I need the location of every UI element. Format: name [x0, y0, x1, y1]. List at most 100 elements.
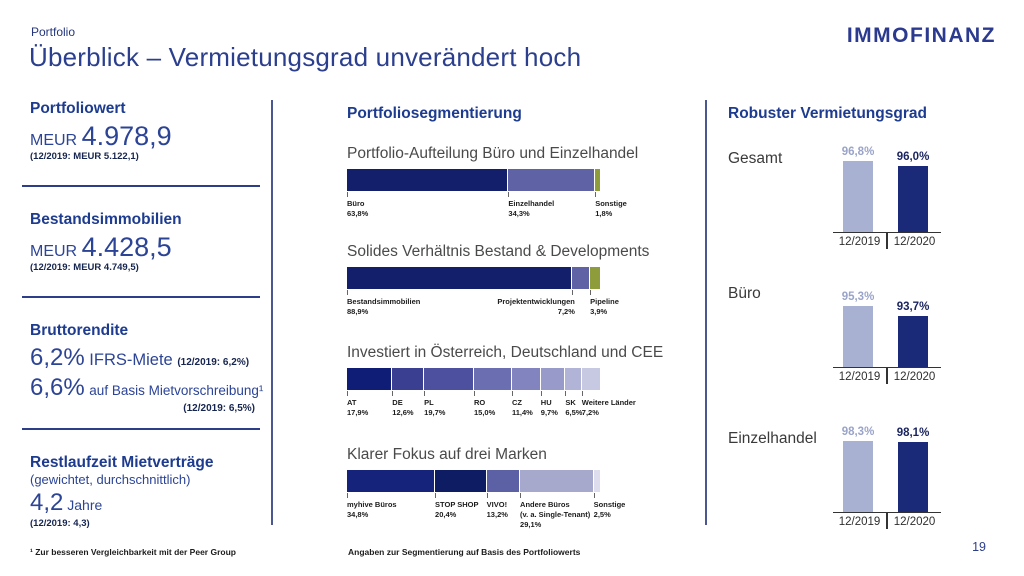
value-label: 95,3%: [841, 291, 875, 303]
occupancy-bar-12-2019: [843, 441, 873, 512]
page-title: Überblick – Vermietungsgrad unverändert …: [29, 42, 582, 72]
segment-label: AT 17,9%: [347, 398, 369, 417]
kpi-restlaufzeit: Restlaufzeit Mietverträge (gewichtet, du…: [30, 454, 266, 530]
occupancy-group-gesamt: Gesamt 96,8% 96,0% 12/2019 12/2020: [706, 140, 1024, 275]
value-label: 93,7%: [896, 301, 930, 313]
tick-mark: [486, 493, 488, 498]
tick-mark: [347, 493, 348, 498]
tick-mark: [595, 192, 597, 197]
stacked-bar: [347, 368, 600, 390]
kpi-prior-value: (12/2019: 6,5%): [183, 403, 255, 414]
segment-label: Sonstige 2,5%: [593, 500, 626, 519]
segment-label: Einzelhandel 34,3%: [508, 199, 555, 218]
bar-segment-at: [347, 368, 392, 390]
occupancy-group-einzelhandel: Einzelhandel 98,3% 98,1% 12/2019 12/2020: [706, 420, 1024, 555]
tick-mark: [508, 192, 510, 197]
bar-segment-sonstige: [595, 169, 600, 191]
axis-label: 12/2019: [838, 236, 881, 248]
stacked-bar-chart-bestand-developments: Solides Verhältnis Bestand & Development…: [347, 243, 695, 326]
kpi-subheading: (gewichtet, durchschnittlich): [30, 472, 191, 487]
occupancy-bar-12-2019: [843, 306, 873, 367]
segment-label: RO 15,0%: [474, 398, 496, 417]
segment-label: myhive Büros 34,8%: [347, 500, 397, 519]
stacked-bar: [347, 470, 600, 492]
segment-label: Projektentwicklungen 7,2%: [497, 297, 575, 316]
kpi-column: Portfoliowert MEUR 4.978,9 (12/2019: MEU…: [22, 100, 266, 530]
stacked-bar-labels: Büro 63,8% Einzelhandel 34,3% Sonstige 1,8%: [347, 192, 695, 228]
segment-label: PL 19,7%: [424, 398, 446, 417]
axis-divider: [886, 233, 888, 249]
axis-label: 12/2019: [838, 371, 881, 383]
plot-area: 95,3% 93,7%: [833, 275, 941, 368]
segment-label: VIVO! 13,2%: [486, 500, 508, 519]
bar-segment-ro: [474, 368, 511, 390]
group-label: Gesamt: [728, 150, 783, 167]
segment-label: DE 12,6%: [392, 398, 414, 417]
tick-mark: [540, 391, 542, 396]
kpi-label: IFRS-Miete: [89, 351, 173, 369]
kpi-prior-value: (12/2019: MEUR 4.749,5): [30, 262, 139, 273]
value-label: 98,3%: [841, 426, 875, 438]
occupancy-bar-12-2020: [898, 442, 928, 512]
tick-mark: [571, 290, 573, 295]
tick-mark: [511, 391, 513, 396]
kpi-value-line: MEUR 4.978,9: [30, 121, 266, 151]
kpi-heading: Bruttorendite: [30, 322, 129, 339]
kpi-prior-value: (12/2019: 4,3): [30, 518, 90, 529]
kpi-unit: Jahre: [67, 497, 103, 513]
tick-mark: [392, 391, 394, 396]
axis-label: 12/2020: [893, 516, 936, 528]
segment-label: STOP SHOP 20,4%: [435, 500, 479, 519]
stacked-bar-labels: AT 17,9% DE 12,6% PL 19,7% RO 15,0% CZ 11,4% HU 9,7…: [347, 391, 695, 427]
bar-segment-sonstige: [593, 470, 600, 492]
kpi-portfoliowert: Portfoliowert MEUR 4.978,9 (12/2019: MEU…: [30, 100, 266, 163]
bar-segment-andere-b-ros: [520, 470, 593, 492]
value-label: 96,8%: [841, 146, 875, 158]
stacked-bar-labels: myhive Büros 34,8% STOP SHOP 20,4% VIVO! 13,2…: [347, 493, 695, 529]
occupancy-bar-12-2020: [898, 316, 928, 367]
kpi-value: 4,2: [30, 489, 64, 516]
stacked-bar: [347, 169, 600, 191]
tick-mark: [347, 290, 348, 295]
bar-segment-myhive-b-ros: [347, 470, 435, 492]
tick-mark: [590, 290, 592, 295]
bar-segment-pl: [424, 368, 473, 390]
segment-label: HU 9,7%: [540, 398, 558, 417]
kpi-bestandsimmobilien: Bestandsimmobilien MEUR 4.428,5 (12/2019…: [30, 211, 266, 274]
kpi-value-line: MEUR 4.428,5: [30, 232, 266, 262]
kpi-label: auf Basis Mietvorschreibung¹: [89, 383, 264, 398]
stacked-bar-chart-brands: Klarer Fokus auf drei Marken myhive Büro…: [347, 446, 695, 529]
group-bar-chart: 95,3% 93,7% 12/2019 12/2020: [833, 275, 941, 387]
tick-mark: [565, 391, 567, 396]
section-divider: [22, 428, 260, 430]
plot-area: 98,3% 98,1%: [833, 420, 941, 513]
chart-caption: Portfolio-Aufteilung Büro und Einzelhand…: [347, 145, 639, 162]
bar-segment-stop-shop: [435, 470, 486, 492]
tick-mark: [424, 391, 426, 396]
group-bar-chart: 98,3% 98,1% 12/2019 12/2020: [833, 420, 941, 532]
bar-segment-de: [392, 368, 424, 390]
kpi-bruttorendite: Bruttorendite 6,2% IFRS-Miete (12/2019: …: [30, 322, 266, 416]
kpi-value: 4.428,5: [81, 232, 172, 262]
bar-segment-weitere-l-nder: [581, 368, 600, 390]
kpi-value: 4.978,9: [81, 121, 172, 151]
tick-mark: [593, 493, 595, 498]
segment-label: Andere Büros (v. a. Single-Tenant) 29,1%: [520, 500, 591, 529]
stacked-bar-labels: Bestandsimmobilien 88,9% Projektentwicklun…: [347, 290, 695, 326]
tick-mark: [581, 391, 583, 396]
tick-mark: [347, 192, 348, 197]
section-divider: [22, 185, 260, 187]
occupancy-bar-12-2020: [898, 166, 928, 232]
tick-mark: [474, 391, 475, 396]
column-heading: Portfoliosegmentierung: [347, 105, 522, 122]
kpi-rate-line1: 6,2% IFRS-Miete (12/2019: 6,2%): [30, 343, 266, 373]
bar-segment-vivo-: [486, 470, 520, 492]
page-number: 19: [972, 540, 986, 554]
group-bar-chart: 96,8% 96,0% 12/2019 12/2020: [833, 140, 941, 252]
company-logo: IMMOFINANZ: [846, 24, 996, 47]
value-label: 96,0%: [896, 151, 930, 163]
value-label: 98,1%: [896, 427, 930, 439]
kpi-unit: MEUR: [30, 243, 78, 260]
bar-segment-sk: [565, 368, 581, 390]
